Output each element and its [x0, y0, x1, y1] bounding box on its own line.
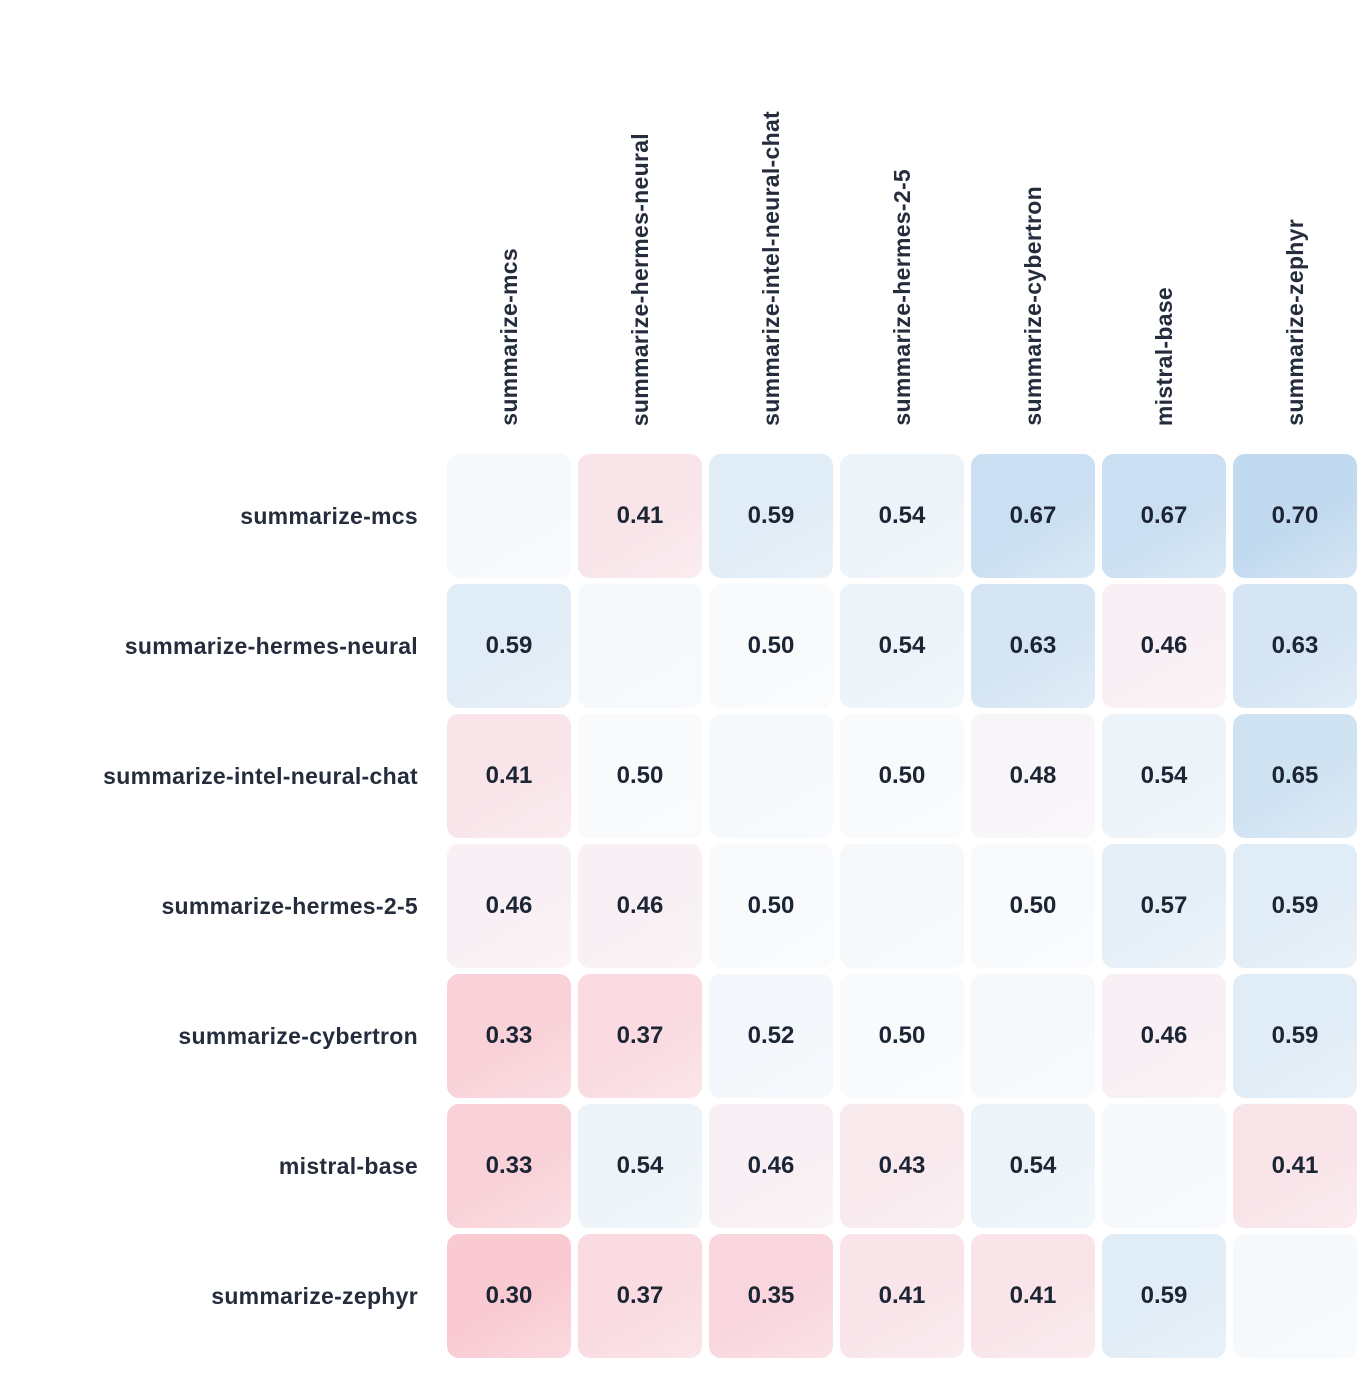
row-header: summarize-hermes-2-5	[161, 892, 418, 919]
heatmap-cell: 0.46	[1102, 584, 1226, 708]
heatmap-cell: 0.57	[1102, 844, 1226, 968]
heatmap-cell: 0.37	[578, 974, 702, 1098]
heatmap-cell: 0.52	[709, 974, 833, 1098]
heatmap-cell: 0.41	[1233, 1104, 1357, 1228]
heatmap-cell: 0.54	[840, 584, 964, 708]
column-header-label: summarize-mcs	[495, 248, 522, 426]
heatmap-cell: 0.41	[840, 1234, 964, 1358]
heatmap-cell: 0.54	[1102, 714, 1226, 838]
heatmap-cell: 0.33	[447, 974, 571, 1098]
column-header: mistral-base	[1102, 8, 1226, 448]
row-header: summarize-intel-neural-chat	[103, 762, 418, 789]
heatmap-cell: 0.54	[578, 1104, 702, 1228]
heatmap-cell: 0.41	[578, 454, 702, 578]
heatmap-cell: 0.30	[447, 1234, 571, 1358]
heatmap-cell: 0.67	[1102, 454, 1226, 578]
heatmap-cell: 0.37	[578, 1234, 702, 1358]
column-header-label: summarize-cybertron	[1019, 186, 1046, 426]
heatmap-cell: 0.59	[1102, 1234, 1226, 1358]
heatmap-cell	[971, 974, 1095, 1098]
column-header-label: mistral-base	[1150, 286, 1177, 426]
heatmap-cell: 0.50	[709, 584, 833, 708]
column-header-label: summarize-hermes-2-5	[888, 169, 915, 426]
heatmap-cell: 0.59	[1233, 974, 1357, 1098]
heatmap-cell: 0.59	[709, 454, 833, 578]
heatmap-cell: 0.46	[578, 844, 702, 968]
heatmap-cell	[840, 844, 964, 968]
corner-spacer	[0, 8, 440, 448]
heatmap-cell: 0.46	[709, 1104, 833, 1228]
heatmap-cell: 0.48	[971, 714, 1095, 838]
column-header-label: summarize-hermes-neural	[626, 132, 653, 426]
column-header: summarize-hermes-2-5	[840, 8, 964, 448]
heatmap-cell: 0.43	[840, 1104, 964, 1228]
heatmap-cell	[1102, 1104, 1226, 1228]
heatmap-cell: 0.65	[1233, 714, 1357, 838]
row-header: summarize-mcs	[240, 502, 418, 529]
heatmap-cell	[709, 714, 833, 838]
heatmap-cell: 0.35	[709, 1234, 833, 1358]
heatmap-cell: 0.59	[1233, 844, 1357, 968]
heatmap-cell: 0.54	[971, 1104, 1095, 1228]
heatmap-cell: 0.50	[971, 844, 1095, 968]
column-header: summarize-hermes-neural	[578, 8, 702, 448]
heatmap-cell: 0.41	[971, 1234, 1095, 1358]
row-header: mistral-base	[278, 1152, 418, 1179]
heatmap-cell: 0.50	[709, 844, 833, 968]
column-header-label: summarize-intel-neural-chat	[757, 111, 784, 426]
heatmap-cell	[447, 454, 571, 578]
heatmap-cell: 0.59	[447, 584, 571, 708]
heatmap-cell: 0.50	[840, 974, 964, 1098]
heatmap-cell	[1233, 1234, 1357, 1358]
heatmap-cell: 0.50	[578, 714, 702, 838]
column-header: summarize-zephyr	[1233, 8, 1357, 448]
heatmap-cell: 0.41	[447, 714, 571, 838]
column-header: summarize-intel-neural-chat	[709, 8, 833, 448]
heatmap-cell: 0.54	[840, 454, 964, 578]
column-header-label: summarize-zephyr	[1281, 219, 1308, 426]
heatmap-cell: 0.46	[447, 844, 571, 968]
heatmap-cell: 0.63	[971, 584, 1095, 708]
row-header: summarize-hermes-neural	[124, 632, 418, 659]
heatmap-cell: 0.63	[1233, 584, 1357, 708]
heatmap-cell: 0.46	[1102, 974, 1226, 1098]
heatmap-cell: 0.70	[1233, 454, 1357, 578]
heatmap-cell: 0.50	[840, 714, 964, 838]
heatmap-cell: 0.33	[447, 1104, 571, 1228]
column-header: summarize-cybertron	[971, 8, 1095, 448]
heatmap-cell	[578, 584, 702, 708]
heatmap-cell: 0.67	[971, 454, 1095, 578]
row-header: summarize-zephyr	[211, 1282, 418, 1309]
column-header: summarize-mcs	[447, 8, 571, 448]
row-header: summarize-cybertron	[178, 1022, 418, 1049]
